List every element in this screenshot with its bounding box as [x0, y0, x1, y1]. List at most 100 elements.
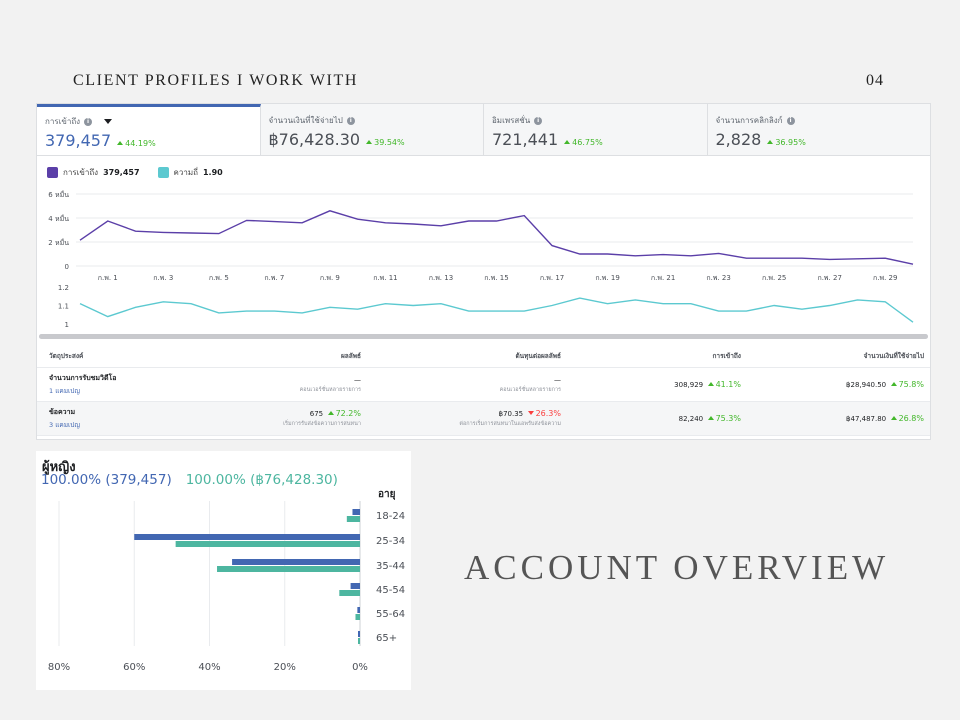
age-label: 65+ — [376, 633, 397, 644]
age-column-header: อายุ — [378, 489, 396, 500]
age-label: 55-64 — [376, 609, 405, 620]
x-tick-label: ก.พ. 1 — [98, 274, 118, 282]
y-tick-label: 1.2 — [58, 284, 69, 292]
metric-delta: 39.54% — [366, 138, 405, 147]
info-icon[interactable]: i — [786, 116, 795, 125]
x-tick-label: ก.พ. 17 — [540, 274, 564, 282]
up-arrow-icon — [707, 382, 714, 386]
table-row[interactable]: ข้อความ 3 แคมเปญ 675 72.2% เริ่มการรับส่งข… — [37, 402, 930, 436]
metric-tab-link-clicks[interactable]: จำนวนการคลิกลิงก์ i 2,828 36.95% — [707, 104, 930, 155]
metric-value: 2,828 — [715, 130, 762, 149]
objective-name: ข้อความ — [49, 408, 76, 416]
metric-label: จำนวนการคลิกลิงก์ — [715, 116, 783, 125]
caret-down-icon[interactable] — [104, 119, 113, 124]
legend-item-reach[interactable]: การเข้าถึง 379,457 — [47, 166, 140, 179]
metric-tab-reach[interactable]: การเข้าถึง i 379,457 44.19% — [37, 104, 261, 155]
cost-per-result-delta-value: 26.3% — [535, 409, 561, 418]
x-tick-label: ก.พ. 19 — [595, 274, 619, 282]
metric-delta: 36.95% — [767, 138, 806, 147]
legend-label: ความถี่ — [173, 168, 198, 177]
age-bar — [358, 631, 360, 637]
info-icon[interactable]: i — [84, 117, 93, 126]
metric-value: 721,441 — [492, 130, 559, 149]
metric-value: 379,457 — [45, 131, 112, 150]
y-tick-label: 4 หมื่น — [48, 214, 69, 223]
legend-value: 379,457 — [103, 168, 140, 177]
up-arrow-icon — [564, 140, 571, 144]
metric-delta-value: 39.54% — [374, 138, 405, 147]
result-value: — — [354, 375, 361, 384]
column-header[interactable]: วัตถุประสงค์ — [49, 351, 84, 360]
x-tick-label: ก.พ. 3 — [153, 274, 173, 282]
cost-per-result-subtext: คอนเวอร์ชั่นหลายรายการ — [499, 386, 561, 393]
legend-item-frequency[interactable]: ความถี่ 1.90 — [157, 166, 223, 179]
metric-value: ฿76,428.30 — [268, 130, 361, 149]
legend-swatch — [47, 167, 58, 178]
cost-per-result-value: — — [554, 375, 561, 384]
age-bar — [350, 583, 360, 589]
x-tick-label: ก.พ. 13 — [429, 274, 453, 282]
column-header[interactable]: การเข้าถึง — [712, 351, 741, 360]
metric-tabs: การเข้าถึง i 379,457 44.19% จำนวนเงินที่ใช… — [37, 104, 930, 156]
x-tick-label: ก.พ. 5 — [209, 274, 229, 282]
x-tick-label: ก.พ. 29 — [873, 274, 897, 282]
table-header: วัตถุประสงค์ ผลลัพธ์ ต้นทุนต่อผลลัพธ์ กา… — [37, 344, 930, 368]
metric-delta-value: 36.95% — [775, 138, 806, 147]
up-arrow-icon — [366, 140, 373, 144]
table-row[interactable]: จำนวนการรับชมวิดีโอ 1 แคมเปญ — คอนเวอร์ชั่… — [37, 368, 930, 402]
cost-per-result-value: ฿70.35 — [498, 410, 524, 418]
campaign-count-link[interactable]: 3 แคมเปญ — [49, 421, 80, 429]
legend-swatch — [157, 167, 169, 178]
result-subtext: เริ่มการรับส่งข้อความการสนทนา — [283, 421, 361, 427]
chart-scrollbar-thumb[interactable] — [39, 334, 928, 339]
reach-line — [79, 210, 914, 265]
result-delta-value: 72.2% — [335, 409, 361, 418]
x-tick-label: 80% — [48, 662, 70, 673]
spend-value: ฿47,487.80 — [846, 415, 887, 423]
reach-delta: 75.3% — [707, 414, 741, 423]
objective-name: จำนวนการรับชมวิดีโอ — [49, 374, 117, 382]
age-bar — [339, 590, 360, 596]
x-tick-label: ก.พ. 21 — [651, 274, 675, 282]
spend-delta-value: 75.8% — [898, 380, 924, 389]
spend-delta-value: 26.8% — [898, 414, 924, 423]
age-bar — [357, 607, 360, 613]
metric-tab-impressions[interactable]: อิมเพรสชั่น i 721,441 46.75% — [484, 104, 708, 155]
ads-dashboard: การเข้าถึง i 379,457 44.19% จำนวนเงินที่ใช… — [36, 103, 931, 440]
column-header[interactable]: จำนวนเงินที่ใช้จ่ายไป — [863, 351, 924, 360]
metric-tab-spend[interactable]: จำนวนเงินที่ใช้จ่ายไป i ฿76,428.30 39.54% — [260, 104, 484, 155]
campaign-count-link[interactable]: 1 แคมเปญ — [49, 387, 80, 395]
age-bar — [134, 534, 360, 540]
info-icon[interactable]: i — [534, 116, 543, 125]
y-tick-label: 0 — [65, 263, 69, 271]
page-number: 04 — [866, 72, 884, 89]
age-label: 35-44 — [376, 561, 405, 572]
age-label: 18-24 — [376, 511, 405, 522]
y-tick-label: 1 — [65, 321, 69, 329]
age-bar — [217, 566, 360, 572]
age-bar — [352, 509, 360, 515]
info-icon[interactable]: i — [346, 116, 355, 125]
result-value: 675 — [309, 410, 324, 418]
spend-value: ฿28,940.50 — [846, 381, 887, 389]
reach-value: 308,929 — [674, 381, 704, 389]
metric-delta-value: 44.19% — [125, 139, 156, 148]
up-arrow-icon — [707, 416, 714, 420]
x-tick-label: 0% — [352, 662, 368, 673]
reach-value: 82,240 — [678, 415, 704, 423]
x-tick-label: 20% — [274, 662, 296, 673]
cost-per-result-subtext: ต่อการเริ่มการสนทนาในแอพรับส่งข้อความ — [459, 421, 561, 427]
legend-value: 1.90 — [202, 168, 223, 177]
gender-title: ผู้หญิง — [42, 460, 76, 475]
x-tick-label: ก.พ. 9 — [320, 274, 340, 282]
legend-label: การเข้าถึง — [63, 168, 99, 177]
y-tick-label: 6 หมื่น — [48, 190, 69, 199]
column-header[interactable]: ผลลัพธ์ — [340, 351, 361, 360]
reach-delta-value: 41.1% — [715, 380, 741, 389]
x-tick-label: ก.พ. 7 — [264, 274, 284, 282]
column-header[interactable]: ต้นทุนต่อผลลัพธ์ — [515, 351, 561, 360]
metric-label: อิมเพรสชั่น — [492, 116, 531, 125]
total-reach: 100.00% (379,457) — [41, 472, 172, 488]
age-bar — [358, 638, 360, 644]
metric-delta: 46.75% — [564, 138, 603, 147]
